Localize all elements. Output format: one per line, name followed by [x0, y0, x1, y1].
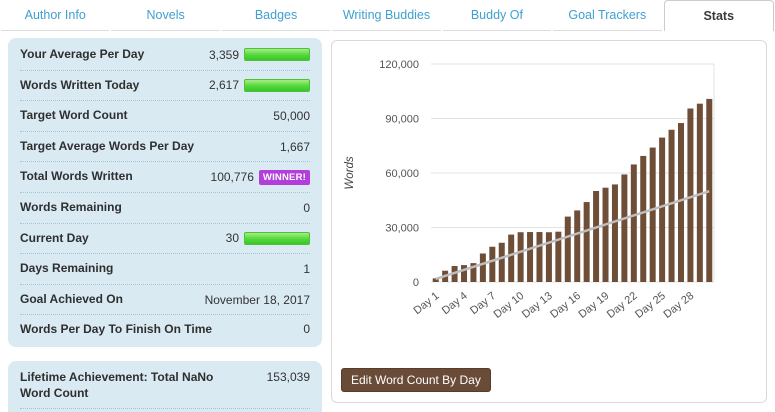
stats-column: Your Average Per Day 3,359 Words Written…	[8, 38, 322, 412]
stat-value: 0	[303, 322, 310, 337]
stat-label: Your Average Per Day	[20, 47, 145, 61]
stat-row-current-day: Current Day 30	[20, 224, 310, 255]
stat-label: Total Words Written	[20, 169, 133, 184]
stat-row-target-word-count: Target Word Count 50,000	[20, 101, 310, 132]
stat-row-average-per-day: Your Average Per Day 3,359	[20, 40, 310, 71]
stat-row-target-average: Target Average Words Per Day 1,667	[20, 132, 310, 163]
stat-row-goal-achieved: Goal Achieved On November 18, 2017	[20, 285, 310, 316]
stat-label: Days Remaining	[20, 261, 114, 276]
lifetime-label: Lifetime Achievement: Total NaNo Word Co…	[20, 369, 214, 400]
tab-badges[interactable]: Badges	[221, 0, 331, 31]
stat-value: 1,667	[279, 139, 310, 154]
svg-text:90,000: 90,000	[385, 114, 419, 126]
stat-row-total-words: Total Words Written 100,776 WINNER!	[20, 162, 310, 193]
stat-value: 30	[225, 231, 239, 246]
stat-label: Words Written Today	[20, 77, 140, 92]
svg-text:Day 13: Day 13	[520, 290, 555, 321]
stat-row-words-per-day-to-finish: Words Per Day To Finish On Time 0	[20, 315, 310, 345]
svg-text:Day 16: Day 16	[548, 290, 583, 321]
winner-badge: WINNER!	[258, 169, 310, 185]
stat-label: Current Day	[20, 230, 89, 245]
stat-value: 3,359	[208, 47, 239, 62]
stat-label: Words Remaining	[20, 199, 122, 214]
svg-text:120,000: 120,000	[379, 59, 419, 71]
stat-label: Target Word Count	[20, 108, 128, 123]
tab-writing-buddies[interactable]: Writing Buddies	[332, 0, 441, 31]
tab-novels[interactable]: Novels	[111, 0, 220, 31]
progress-bar	[244, 231, 310, 245]
profile-tabbar: Author Info Novels Badges Writing Buddie…	[0, 0, 775, 31]
lifetime-total-row: Lifetime Achievement: Total NaNo Word Co…	[20, 363, 310, 410]
stat-label: Target Average Words Per Day	[20, 138, 195, 153]
svg-text:30,000: 30,000	[385, 223, 419, 235]
stat-row-words-remaining: Words Remaining 0	[20, 193, 310, 224]
tab-buddy-of[interactable]: Buddy Of	[442, 0, 552, 31]
progress-bar	[244, 78, 310, 92]
svg-text:0: 0	[413, 277, 419, 289]
svg-text:Day 25: Day 25	[633, 290, 668, 321]
stat-value: 100,776	[210, 170, 254, 185]
stat-label: Words Per Day To Finish On Time	[20, 322, 213, 337]
svg-text:Day 22: Day 22	[605, 290, 640, 321]
edit-word-count-button[interactable]: Edit Word Count By Day	[341, 368, 491, 392]
stat-value: 1	[303, 261, 310, 276]
svg-text:Day 4: Day 4	[440, 290, 470, 317]
stat-value: 0	[303, 200, 310, 215]
svg-text:Day 28: Day 28	[661, 290, 696, 321]
stat-row-words-today: Words Written Today 2,617	[20, 71, 310, 102]
svg-text:Day 19: Day 19	[577, 290, 612, 321]
svg-text:Words: Words	[344, 156, 356, 189]
stat-value: 50,000	[273, 108, 310, 123]
tab-goal-trackers[interactable]: Goal Trackers	[553, 0, 662, 31]
chart-panel: 0 30,000 60,000 90,000 120,000 Day 1 Day 4 Day …	[331, 40, 767, 403]
stat-value: 2,617	[208, 78, 239, 93]
stat-row-days-remaining: Days Remaining 1	[20, 254, 310, 285]
svg-text:60,000: 60,000	[385, 168, 419, 180]
lifetime-value: 153,039	[266, 369, 310, 384]
tab-author-info[interactable]: Author Info	[1, 0, 110, 31]
svg-text:Day 10: Day 10	[492, 290, 527, 321]
stat-value: November 18, 2017	[204, 292, 310, 307]
lifetime-panel: Lifetime Achievement: Total NaNo Word Co…	[8, 360, 322, 412]
stats-panel: Your Average Per Day 3,359 Words Written…	[8, 38, 322, 347]
tab-stats[interactable]: Stats	[663, 0, 774, 31]
progress-bar	[244, 48, 310, 62]
stat-label: Goal Achieved On	[20, 291, 123, 306]
svg-text:Day 1: Day 1	[412, 290, 442, 317]
